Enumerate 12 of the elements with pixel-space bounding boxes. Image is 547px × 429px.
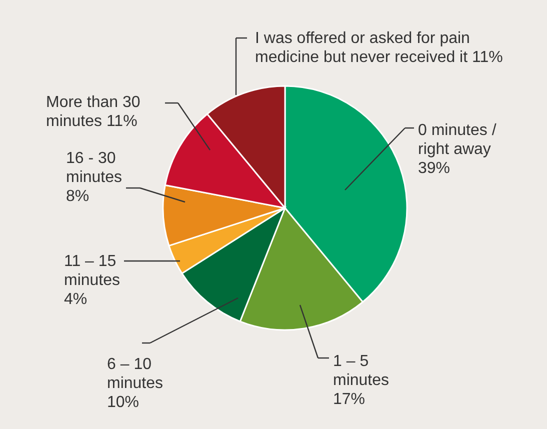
slice-label: 0 minutes / right away (418, 122, 497, 158)
slice-label: 6 – 10 minutes (107, 356, 164, 392)
data-label: 4% (64, 291, 88, 308)
data-label: 17% (333, 391, 366, 408)
data-label: 8% (66, 188, 90, 205)
slice-label: I was offered or asked for pain medicine but never received it 11% (255, 30, 503, 66)
data-label: 39% (418, 160, 450, 177)
data-label: 10% (107, 394, 140, 411)
slice-label: 16 - 30 minutes (66, 150, 122, 186)
slice-label: More than 30 minutes 11% (46, 94, 140, 130)
slice-label: 1 – 5 minutes (333, 353, 390, 389)
slice-label: 11 – 15 minutes (64, 253, 120, 289)
